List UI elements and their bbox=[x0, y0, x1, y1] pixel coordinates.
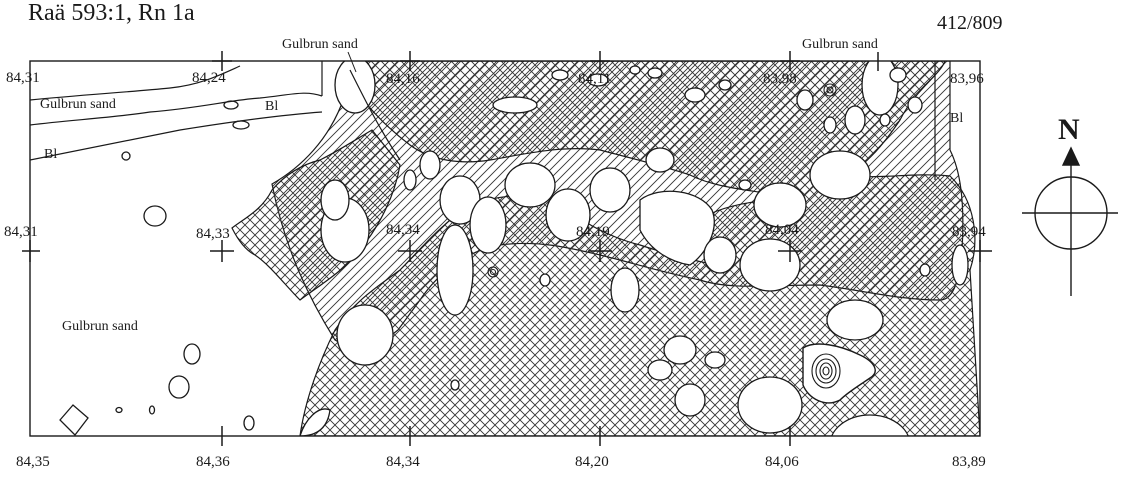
stones bbox=[59, 61, 969, 436]
label-bl: Bl bbox=[44, 147, 57, 162]
elevation-label: 83,96 bbox=[950, 71, 984, 87]
site-title: Raä 593:1, Rn 1a bbox=[28, 0, 195, 26]
elevation-label: 84,36 bbox=[196, 454, 230, 470]
elevation-label: 84,20 bbox=[575, 454, 609, 470]
elevations-mid: 84,31 84,33 84,34 84,19 84,04 83,94 bbox=[4, 222, 986, 242]
elevation-label: 84,35 bbox=[16, 454, 50, 470]
elevation-label: 84,34 bbox=[386, 454, 420, 470]
elevation-label: 84,06 bbox=[765, 454, 799, 470]
elevation-label: 84,31 bbox=[4, 224, 38, 240]
elevations-bottom: 84,35 84,36 84,34 84,20 84,06 83,89 bbox=[16, 454, 986, 470]
area-labels: Gulbrun sand Gulbrun sand Gulbrun sand B… bbox=[40, 32, 963, 334]
elevation-label: 84,33 bbox=[196, 226, 230, 242]
elevation-label: 84,34 bbox=[386, 222, 420, 238]
label-gulbrun-sand: Gulbrun sand bbox=[40, 97, 116, 112]
label-gulbrun-sand: Gulbrun sand bbox=[282, 37, 358, 52]
label-gulbrun-sand: Gulbrun sand bbox=[62, 319, 138, 334]
crosshatched-zone-left bbox=[231, 129, 401, 301]
elevations-top: 84,31 84,24 84,16 84,11 83,98 83,96 bbox=[6, 70, 984, 87]
north-arrow-icon bbox=[1022, 146, 1118, 296]
elevation-label: 84,04 bbox=[765, 222, 799, 238]
elevation-label: 83,89 bbox=[952, 454, 986, 470]
label-bl: Bl bbox=[950, 111, 963, 126]
elevation-label: 83,94 bbox=[952, 224, 986, 240]
grid-crosses bbox=[22, 51, 992, 446]
elevation-label: 84,19 bbox=[576, 224, 610, 240]
label-gulbrun-sand: Gulbrun sand bbox=[802, 37, 878, 52]
label-leader-line bbox=[347, 51, 357, 73]
elevation-label: 84,31 bbox=[6, 70, 40, 86]
elevation-label: 84,11 bbox=[578, 71, 611, 87]
north-label: N bbox=[1058, 113, 1080, 146]
label-bl: Bl bbox=[265, 99, 278, 114]
sheet-number: 412/809 bbox=[937, 12, 1003, 34]
soil-boundaries bbox=[30, 61, 936, 180]
elevation-label: 84,24 bbox=[192, 70, 226, 86]
feature-rings bbox=[487, 83, 876, 404]
elevation-label: 84,16 bbox=[386, 71, 420, 87]
elevation-label: 83,98 bbox=[763, 71, 797, 87]
